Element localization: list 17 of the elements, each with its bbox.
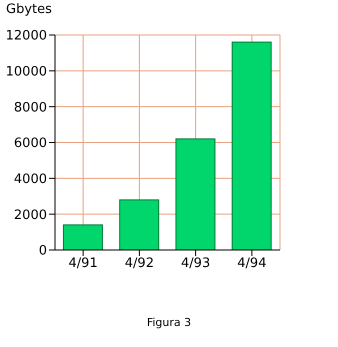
y-tick-label: 12000 — [6, 28, 47, 44]
y-tick-label: 0 — [38, 244, 47, 259]
x-tick-label: 4/93 — [181, 256, 210, 272]
y-tick-label: 8000 — [14, 100, 47, 116]
text: Figura 3 — [146, 316, 192, 329]
y-axis-title: Gbytes — [6, 2, 52, 17]
x-tick-label: 4/92 — [124, 256, 154, 272]
x-tick-label: 4/91 — [68, 256, 98, 272]
bar — [62, 224, 103, 250]
y-tick-label: 10000 — [6, 64, 47, 80]
y-tick-label: 4000 — [14, 172, 47, 187]
bar — [175, 138, 216, 250]
bar — [232, 42, 272, 250]
x-tick-label: 4/94 — [237, 256, 266, 272]
y-tick-label: 2000 — [14, 208, 47, 223]
bar — [119, 199, 160, 250]
y-tick-label: 6000 — [14, 136, 47, 152]
